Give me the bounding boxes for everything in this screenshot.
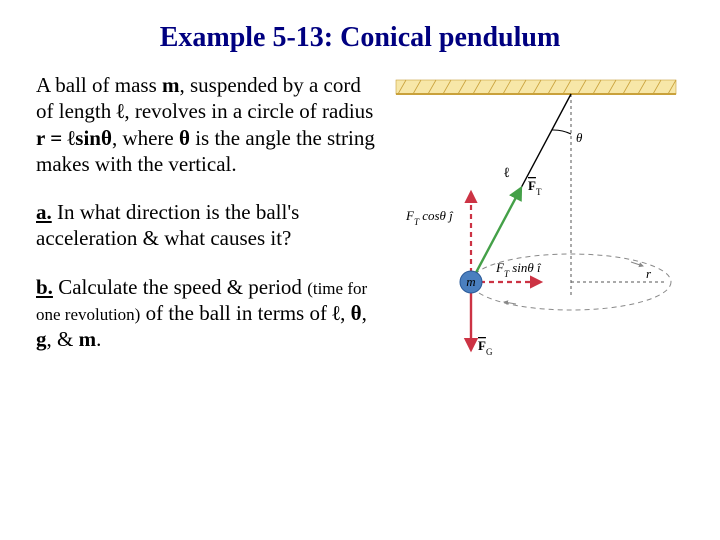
comma: , (362, 301, 367, 325)
label-ft: FT (528, 178, 542, 197)
var-theta2: θ (351, 301, 362, 325)
label-l: ℓ (503, 166, 510, 181)
paragraph-intro: A ball of mass m, suspended by a cord of… (36, 72, 376, 177)
pendulum-diagram: m ℓ θ r FT FT cosθ ĵ FT sinθ î FG (376, 72, 696, 392)
label-fg: FG (478, 338, 493, 357)
text: , where (112, 126, 179, 150)
amp: , & (47, 327, 79, 351)
diagram-column: m ℓ θ r FT FT cosθ ĵ FT sinθ î FG (376, 72, 702, 397)
label-ft-cos: FT cosθ ĵ (405, 208, 454, 227)
ceiling (396, 80, 676, 94)
var-theta: θ (179, 126, 190, 150)
text-column: A ball of mass m, suspended by a cord of… (36, 72, 376, 397)
paragraph-b: b. Calculate the speed & period (time fo… (36, 274, 376, 353)
var-m2: m (79, 327, 97, 351)
ball-label: m (466, 274, 475, 289)
orbit-arrow-2 (631, 262, 643, 266)
slide-title: Example 5-13: Conical pendulum (0, 0, 720, 72)
period: . (96, 327, 101, 351)
label-theta: θ (576, 130, 583, 145)
label-r: r (646, 266, 652, 281)
theta-arc (552, 130, 571, 134)
text: In what direction is the ball's accelera… (36, 200, 299, 250)
text: , revolves in a circle of radius (124, 99, 373, 123)
var-l2: ℓ (332, 301, 340, 325)
equation-r: r = ℓsinθ (36, 126, 112, 150)
text: of the ball in terms of (140, 301, 332, 325)
text: A ball of mass (36, 73, 162, 97)
content-row: A ball of mass m, suspended by a cord of… (0, 72, 720, 397)
var-m: m (162, 73, 180, 97)
text: Calculate the speed & period (53, 275, 307, 299)
label-b: b. (36, 275, 53, 299)
var-g: g (36, 327, 47, 351)
comma: , (340, 301, 351, 325)
paragraph-a: a. In what direction is the ball's accel… (36, 199, 376, 252)
label-ft-sin: FT sinθ î (495, 260, 542, 279)
label-a: a. (36, 200, 52, 224)
